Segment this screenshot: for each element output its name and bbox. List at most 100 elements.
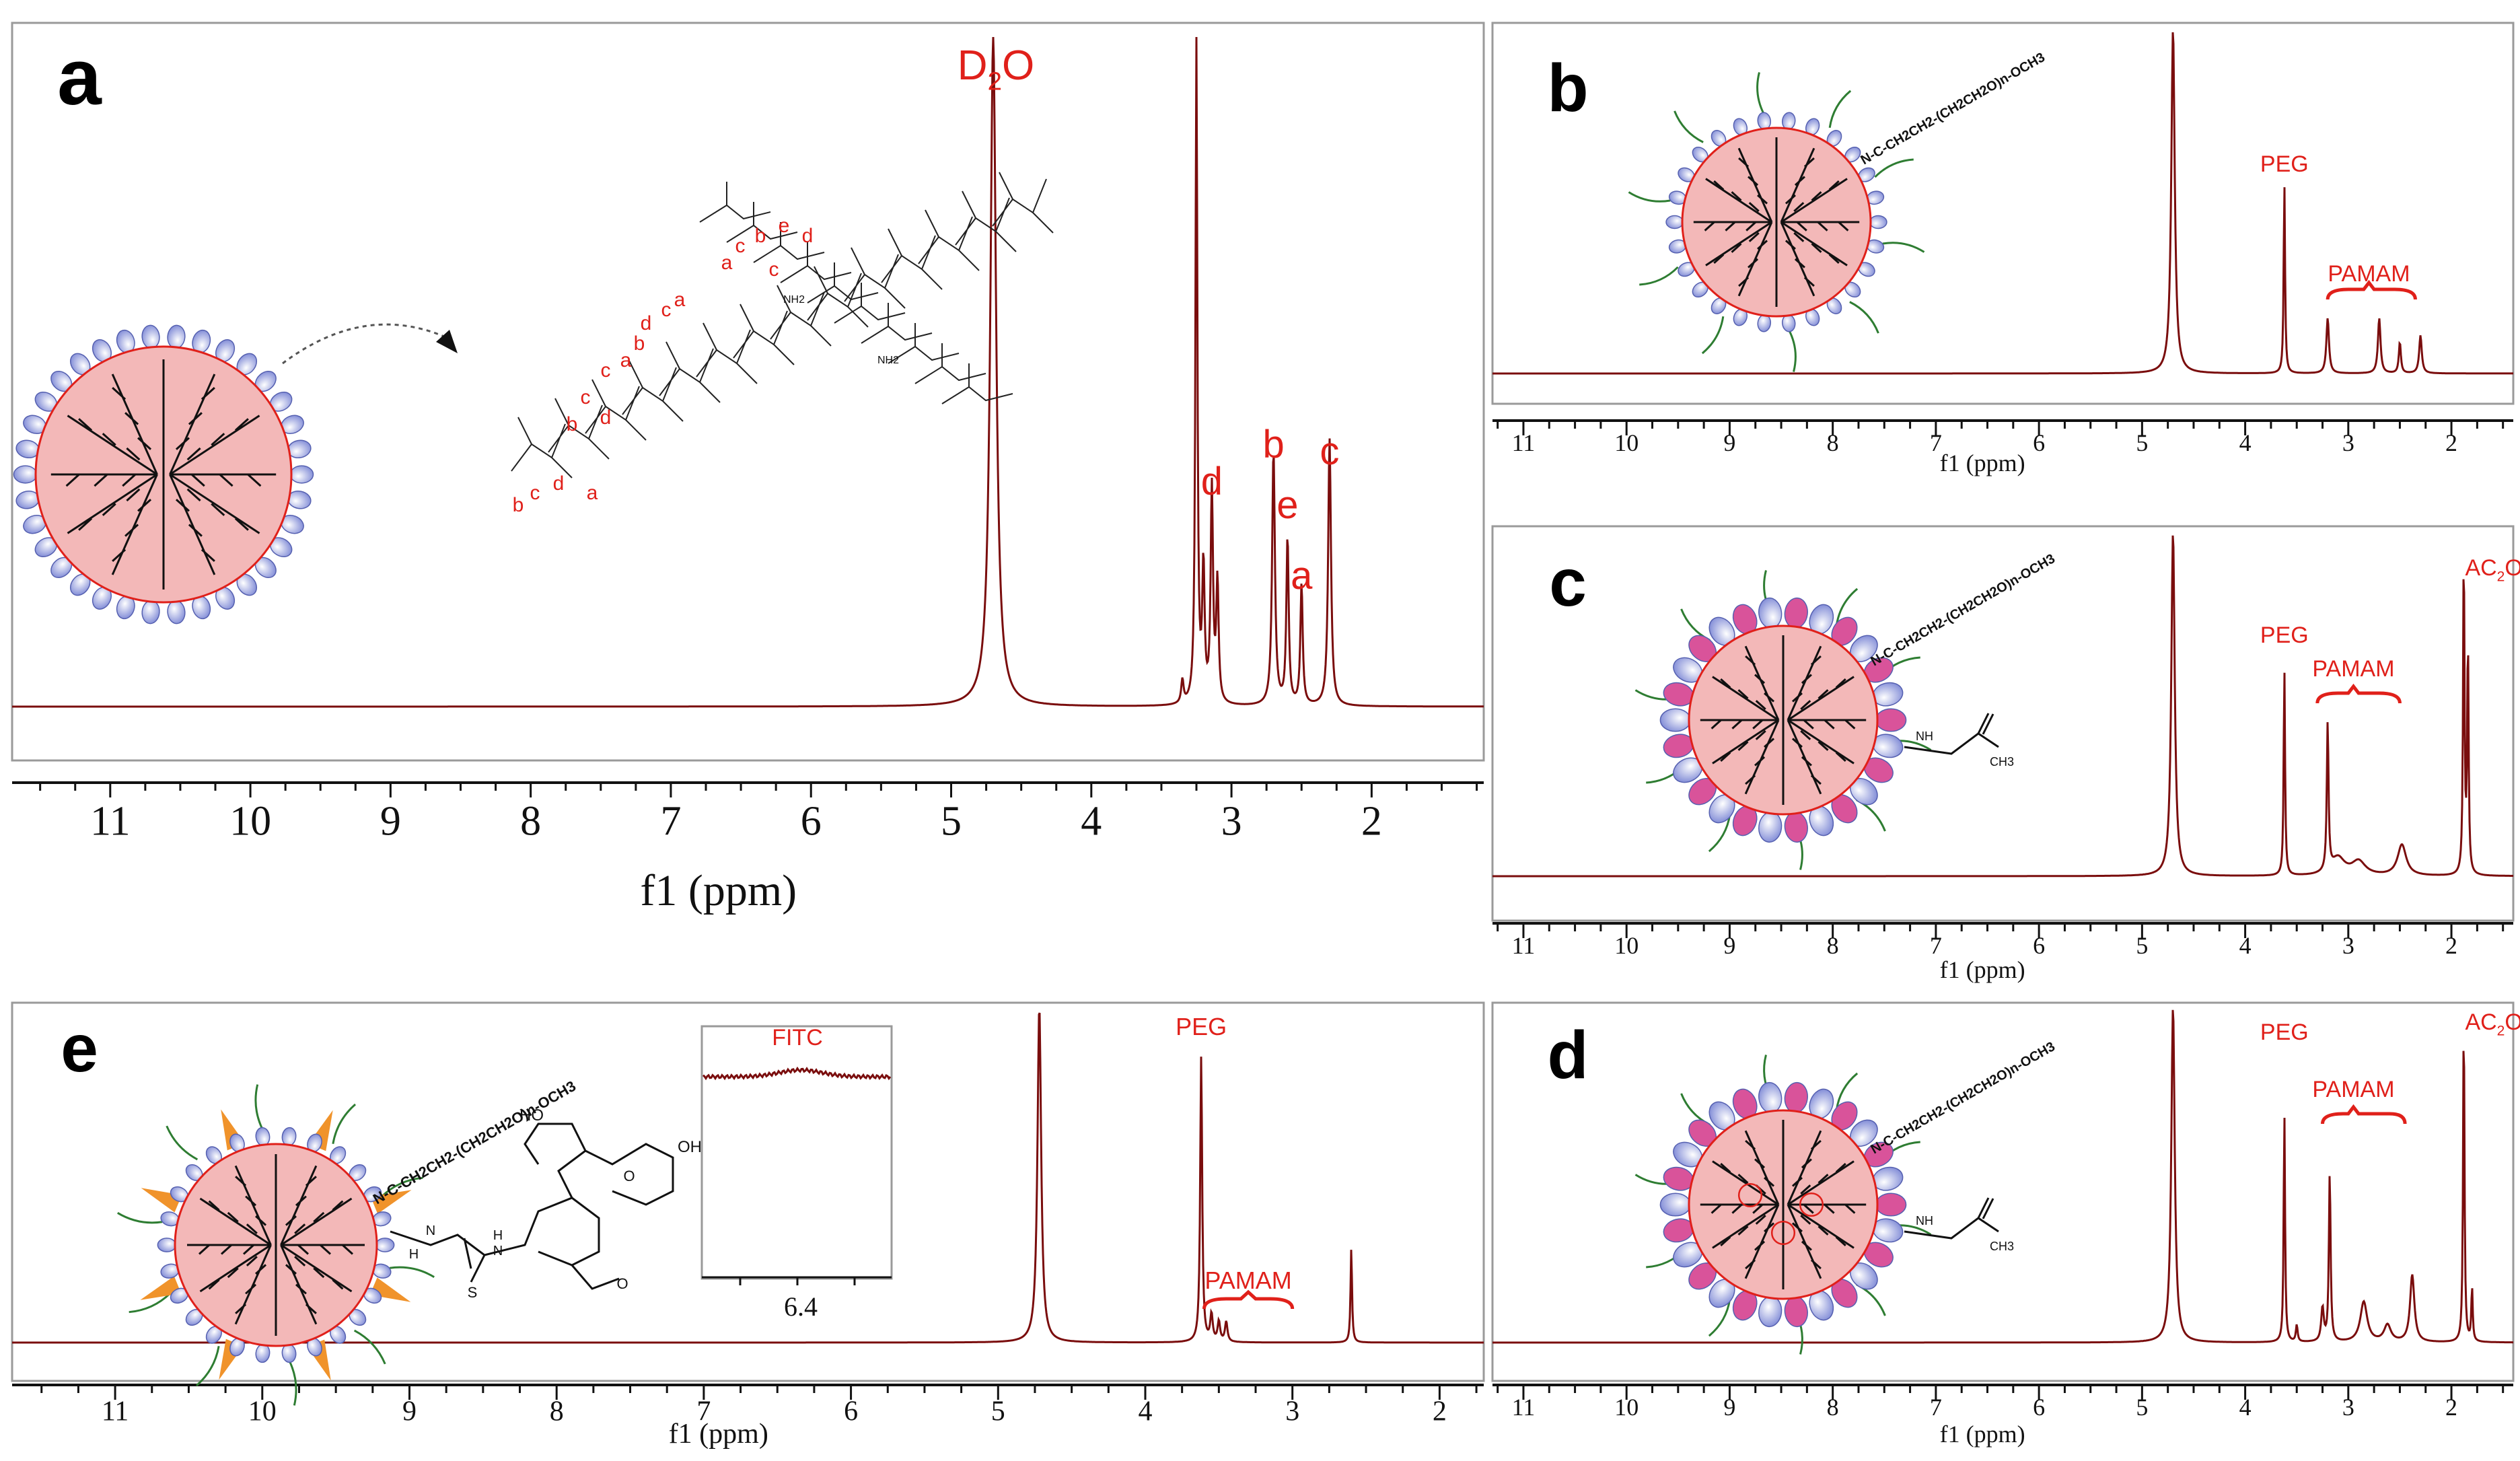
peak-label: e (1276, 483, 1298, 527)
peg-chain (166, 1125, 199, 1161)
acetyl-label: NH (1916, 729, 1933, 743)
inset-frame (700, 1025, 893, 1280)
x-tick-label: 3 (2342, 429, 2354, 456)
peg-chain (1701, 316, 1725, 355)
dendrimer-branches (1700, 635, 1867, 805)
terminal-group (375, 1238, 395, 1252)
acetyl-structure (1904, 713, 1999, 755)
x-tick-label: 6 (844, 1396, 858, 1427)
x-tick-label: 3 (2342, 1394, 2354, 1421)
fitc-atom-label: H (409, 1247, 419, 1262)
terminal-group (167, 324, 186, 349)
x-tick-label: 7 (1930, 932, 1942, 959)
peg-chain (129, 1292, 172, 1314)
peg-structure-label: N-C-CH2CH2-(CH2CH2O)n-OCH3 (1859, 50, 2048, 168)
structure-label: b (567, 413, 578, 435)
terminal-group (1758, 597, 1783, 629)
dendrimer-branches (1700, 1120, 1867, 1289)
spectrum-line (12, 36, 1484, 708)
peg-structure-label: N-C-CH2CH2-(CH2CH2O)n-OCH3 (1869, 1039, 2058, 1157)
arrow-line (282, 323, 445, 365)
peg-structure-label: N-C-CH2CH2-(CH2CH2O)n-OCH3 (1869, 551, 2058, 669)
x-tick-label: 2 (2445, 932, 2457, 959)
x-tick-label: 11 (1512, 429, 1536, 456)
terminal-group (1875, 708, 1907, 732)
structure-label: c (661, 299, 672, 321)
structure-label: d (600, 406, 612, 429)
x-axis-label: f1 (ppm) (1940, 956, 2025, 983)
structure-label: e (779, 215, 790, 237)
terminal-group (1875, 1192, 1907, 1217)
terminal-group (289, 465, 314, 484)
structure-label: a (620, 349, 632, 371)
x-tick-label: 11 (90, 799, 131, 845)
peak-label: PEG (2260, 151, 2309, 177)
x-tick-label: 4 (2239, 932, 2252, 959)
fitc-atom-label: OH (678, 1138, 702, 1156)
x-tick-label: 5 (2136, 932, 2148, 959)
terminal-group (1659, 708, 1691, 732)
terminal-group (1784, 1081, 1808, 1114)
dendrimer-icon (1634, 1055, 1932, 1355)
x-tick-label: 10 (1614, 1394, 1639, 1421)
acetyl-label: CH3 (1990, 755, 2014, 769)
peak-label: PAMAM (2312, 656, 2394, 682)
peg-structure-label: N-C-CH2CH2-(CH2CH2O)n-OCH3 (370, 1077, 579, 1207)
structure-label: c (530, 482, 540, 504)
dendrimer-branches (50, 359, 277, 590)
arrow-head-icon (436, 330, 458, 353)
structure-label: c (601, 359, 611, 382)
x-tick-label: 5 (941, 799, 962, 845)
drug-molecule-icon (1770, 1220, 1796, 1246)
x-tick-label: 2 (2445, 1394, 2457, 1421)
fitc-structure (390, 1123, 674, 1290)
structure-label: a (721, 252, 733, 274)
x-tick-label: 7 (1930, 429, 1942, 456)
x-tick-label: 10 (1614, 932, 1639, 959)
peak-label: PAMAM (1204, 1267, 1291, 1294)
peak-label: PEG (2260, 622, 2309, 648)
x-tick-label: 9 (1723, 429, 1735, 456)
structure-label: b (513, 494, 524, 516)
x-tick-label: 9 (402, 1396, 417, 1427)
x-tick-label: 4 (2239, 429, 2252, 456)
x-tick-label: 10 (1614, 429, 1639, 456)
plot-frame (1491, 525, 2515, 922)
acetyl-structure (1904, 1197, 1999, 1240)
inset-label: FITC (772, 1025, 823, 1050)
terminal-group (157, 1238, 177, 1252)
fitc-atom-label: HO (519, 1106, 544, 1125)
peg-chain (117, 1212, 163, 1224)
x-tick-label: 9 (380, 799, 401, 845)
nh2-label: NH2 (783, 294, 805, 306)
x-tick-label: 2 (1433, 1396, 1447, 1427)
terminal-group (1869, 215, 1887, 229)
peak-label: a (1291, 554, 1313, 598)
x-tick-label: 10 (229, 799, 271, 845)
x-axis-label: f1 (ppm) (669, 1419, 768, 1450)
plot-frame (11, 22, 1485, 762)
pamam-bracket (2321, 1104, 2407, 1125)
x-tick-label: 11 (1512, 932, 1536, 959)
dendrimer-icon (13, 324, 314, 625)
x-tick-label: 2 (1361, 799, 1382, 845)
peg-chain (1628, 191, 1671, 203)
acetyl-label: CH3 (1990, 1240, 2014, 1253)
peg-chain (254, 1084, 264, 1131)
peak-label: PEG (1176, 1013, 1227, 1040)
peak-label: D2O (958, 42, 1034, 96)
peg-chain (1882, 242, 1925, 253)
structure-label: d (802, 225, 814, 247)
peak-label: PAMAM (2312, 1077, 2394, 1102)
peg-chain (1788, 329, 1797, 372)
peg-chain (1828, 90, 1852, 129)
peg-chain (1639, 266, 1679, 286)
drug-molecule-icon (1799, 1192, 1824, 1217)
peg-chain (1874, 158, 1914, 178)
panel-e: 11 10 9 8 7 6 5 4 3 2 f1 (ppm) e PEG PAMAM FITC 6.4 N-C-… (11, 1001, 1485, 1450)
structure-label: c (735, 235, 746, 257)
x-axis-label: f1 (ppm) (1940, 450, 2025, 476)
fitc-atom-label: O (616, 1275, 628, 1292)
